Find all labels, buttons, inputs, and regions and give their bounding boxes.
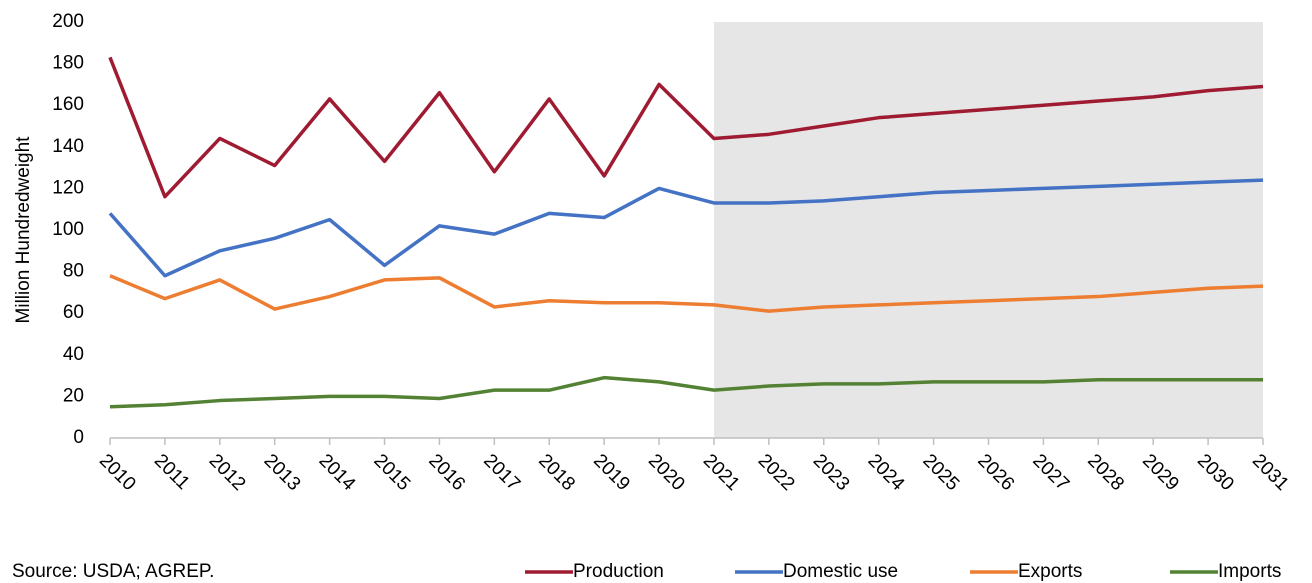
x-tick-label: 2028 xyxy=(1083,450,1128,495)
y-tick-label: 20 xyxy=(63,385,84,406)
x-tick-label: 2021 xyxy=(699,450,744,495)
x-tick-label: 2025 xyxy=(918,450,963,495)
y-tick-label: 140 xyxy=(52,136,84,157)
x-tick-label: 2017 xyxy=(479,450,524,495)
x-tick-label: 2022 xyxy=(754,450,799,495)
x-tick-label: 2023 xyxy=(809,450,854,495)
x-tick-label: 2015 xyxy=(369,450,414,495)
x-tick-label: 2024 xyxy=(864,450,909,495)
x-tick-label: 2011 xyxy=(150,450,194,494)
y-tick-label: 180 xyxy=(52,53,84,74)
y-tick-label: 160 xyxy=(52,94,84,115)
y-tick-label: 80 xyxy=(63,261,84,282)
x-tick-label: 2020 xyxy=(644,450,689,495)
x-tick-label: 2013 xyxy=(260,450,305,495)
y-tick-label: 40 xyxy=(63,344,84,365)
series-line xyxy=(108,178,1264,278)
x-tick-label: 2029 xyxy=(1138,450,1183,495)
y-tick-label: 120 xyxy=(52,177,84,198)
series-line xyxy=(109,375,1263,409)
y-axis-label: Million Hundredweight xyxy=(13,136,34,324)
x-tick-label: 2014 xyxy=(315,450,360,495)
y-tick-label: 200 xyxy=(52,11,84,32)
x-tick-label: 2027 xyxy=(1028,450,1073,495)
x-tick-label: 2031 xyxy=(1248,450,1293,495)
x-tick-label: 2018 xyxy=(534,450,579,495)
x-tick-label: 2019 xyxy=(589,450,634,495)
source-note: Source: USDA; AGREP. xyxy=(12,561,214,582)
y-tick-label: 0 xyxy=(73,427,84,448)
x-tick-label: 2012 xyxy=(205,450,250,495)
legend-label: Domestic use xyxy=(783,561,898,582)
x-tick-label: 2010 xyxy=(95,450,140,495)
projection-shade xyxy=(713,22,1263,438)
legend-label: Production xyxy=(573,561,664,582)
y-tick-label: 100 xyxy=(52,219,84,240)
legend-label: Imports xyxy=(1218,561,1281,582)
background-layer xyxy=(713,22,1263,438)
legend-label: Exports xyxy=(1018,561,1082,582)
series-line xyxy=(109,274,1264,313)
series-line xyxy=(108,56,1264,199)
x-tick-label: 2030 xyxy=(1193,450,1238,495)
x-tick-label: 2026 xyxy=(973,450,1018,495)
y-tick-label: 60 xyxy=(63,302,84,323)
x-tick-label: 2016 xyxy=(424,450,469,495)
